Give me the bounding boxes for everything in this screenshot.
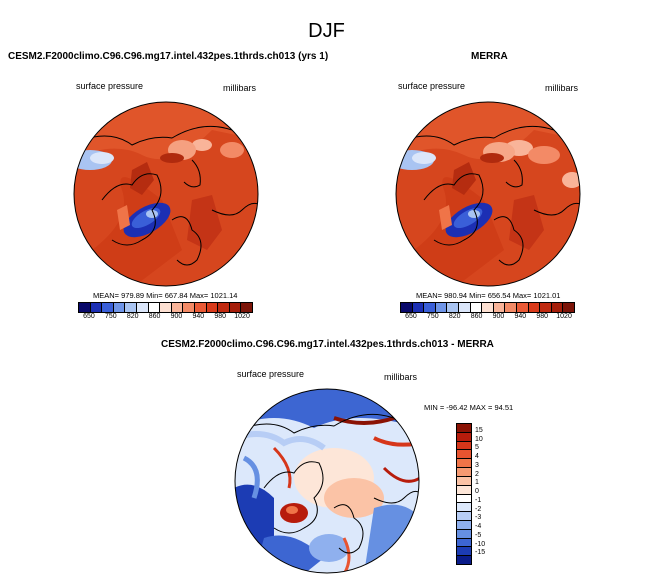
figure-title: DJF bbox=[308, 20, 345, 42]
panel1-colorbar-tick-label: 940 bbox=[192, 313, 205, 320]
panel2-colorbar-swatch bbox=[493, 303, 506, 312]
panel3-colorbar-tick-label: 3 bbox=[475, 461, 479, 469]
panel3-colorbar-swatch bbox=[457, 547, 471, 557]
panel3-colorbar-tick-label: -4 bbox=[475, 523, 482, 530]
panel2-colorbar-swatch bbox=[424, 303, 436, 312]
panel3-colorbar-tick-label: -1 bbox=[475, 496, 482, 504]
panel2-polar-map bbox=[395, 101, 581, 287]
panel3-stats: MIN = -96.42 MAX = 94.51 bbox=[424, 403, 514, 412]
panel3-colorbar-swatch bbox=[457, 459, 471, 469]
panel2-right-label: millibars bbox=[545, 83, 579, 93]
panel1-colorbar-tick-label: 900 bbox=[170, 313, 183, 320]
panel3-colorbar bbox=[456, 423, 472, 565]
panel1-colorbar-tick-label: 860 bbox=[148, 313, 161, 320]
panel3-colorbar-tick-label: -5 bbox=[475, 531, 482, 539]
panel1-colorbar-swatch bbox=[102, 303, 114, 312]
panel2-stats: MEAN= 980.94 Min= 656.54 Max= 1021.01 bbox=[416, 291, 561, 300]
panel2-colorbar-swatch bbox=[563, 303, 574, 312]
panel3-colorbar-swatch bbox=[457, 424, 471, 433]
panel2-colorbar-swatch bbox=[458, 303, 471, 312]
panel3-polar-map bbox=[234, 388, 420, 574]
panel1-colorbar-swatch bbox=[206, 303, 219, 312]
panel1-colorbar-tick-label: 1020 bbox=[234, 313, 250, 320]
panel1-colorbar-swatch bbox=[148, 303, 161, 312]
panel2-colorbar-swatch bbox=[505, 303, 517, 312]
panel2-colorbar-tick-label: 860 bbox=[470, 313, 483, 320]
panel3-colorbar-ticks: 15 10 5 4 3 2 1 0 -1 -2 -3 -4 -5 -10 -15 bbox=[475, 423, 499, 567]
panel2-colorbar-tick-label: 940 bbox=[514, 313, 527, 320]
panel2-colorbar-tick-label: 750 bbox=[426, 313, 439, 320]
panel3-colorbar-swatch bbox=[457, 494, 471, 504]
panel2-colorbar-swatch bbox=[516, 303, 529, 312]
panel3-colorbar-tick-label: 4 bbox=[475, 453, 479, 460]
panel3-colorbar-tick-label: 15 bbox=[475, 426, 483, 434]
panel1-colorbar-swatch bbox=[113, 303, 126, 312]
panel3-colorbar-swatch bbox=[457, 432, 471, 442]
panel2-colorbar-swatch bbox=[401, 303, 413, 312]
panel2-left-label: surface pressure bbox=[398, 81, 466, 91]
panel1-colorbar-swatch bbox=[183, 303, 195, 312]
panel1-colorbar-swatch bbox=[194, 303, 207, 312]
panel2-colorbar-swatch bbox=[551, 303, 564, 312]
panel1-colorbar-swatch bbox=[90, 303, 103, 312]
panel3-colorbar-swatch bbox=[457, 485, 471, 495]
panel2-colorbar-swatch bbox=[412, 303, 425, 312]
panel3-left-label: surface pressure bbox=[237, 369, 305, 379]
panel1-colorbar-swatch bbox=[136, 303, 149, 312]
panel3-colorbar-tick-label: 0 bbox=[475, 488, 479, 495]
panel1-colorbar: 650 750 820 860 900 940 980 1020 bbox=[78, 302, 253, 323]
panel2-colorbar-tick-label: 900 bbox=[492, 313, 505, 320]
panel1-colorbar-swatch bbox=[160, 303, 172, 312]
panel3-right-label: millibars bbox=[384, 372, 418, 382]
panel1-colorbar-swatch bbox=[229, 303, 242, 312]
panel3-colorbar-tick-label: -10 bbox=[475, 540, 486, 548]
panel2-colorbar-swatch bbox=[540, 303, 552, 312]
panel1-colorbar-tick-label: 980 bbox=[214, 313, 227, 320]
panel1-right-label: millibars bbox=[223, 83, 257, 93]
panel3-colorbar-swatch bbox=[457, 468, 471, 477]
panel3-colorbar-tick-label: -15 bbox=[475, 549, 486, 557]
panel1-colorbar-swatch bbox=[241, 303, 252, 312]
panel1-colorbar-swatch bbox=[79, 303, 91, 312]
panel3-colorbar-swatch bbox=[457, 520, 471, 530]
panel1-left-label: surface pressure bbox=[76, 81, 144, 91]
panel3-colorbar-swatch bbox=[457, 450, 471, 460]
panel1-stats: MEAN= 979.89 Min= 667.84 Max= 1021.14 bbox=[93, 291, 238, 300]
panel2-colorbar-swatch bbox=[528, 303, 541, 312]
panel3-colorbar-swatch bbox=[457, 503, 471, 513]
panel2-colorbar-tick-label: 980 bbox=[536, 313, 549, 320]
panel2-colorbar-tick-label: 820 bbox=[448, 313, 461, 320]
panel3-colorbar-tick-label: 5 bbox=[475, 444, 479, 452]
panel2-colorbar-swatch bbox=[447, 303, 459, 312]
panel2-colorbar-tick-label: 650 bbox=[405, 313, 417, 320]
panel3-colorbar-tick-label: 10 bbox=[475, 435, 483, 443]
panel3-colorbar-swatch bbox=[457, 512, 471, 521]
panel1-colorbar-swatch bbox=[171, 303, 184, 312]
panel3-colorbar-tick-label: 2 bbox=[475, 470, 479, 478]
panel3-title: CESM2.F2000climo.C96.C96.mg17.intel.432p… bbox=[161, 339, 494, 350]
panel2-title: MERRA bbox=[471, 51, 508, 62]
panel1-colorbar-tick-label: 820 bbox=[126, 313, 139, 320]
panel3-colorbar-swatch bbox=[457, 441, 471, 451]
panel1-title: CESM2.F2000climo.C96.C96.mg17.intel.432p… bbox=[8, 51, 329, 62]
panel1-colorbar-tick-label: 750 bbox=[104, 313, 117, 320]
panel3-colorbar-tick-label: -2 bbox=[475, 505, 482, 513]
panel3-colorbar-tick-label: 1 bbox=[475, 479, 479, 487]
panel1-colorbar-tick-label: 650 bbox=[83, 313, 95, 320]
panel1-colorbar-swatch bbox=[125, 303, 137, 312]
panel2-colorbar-swatch bbox=[470, 303, 483, 312]
panel2-colorbar-tick-label: 1020 bbox=[556, 313, 572, 320]
panel3-colorbar-tick-label: -3 bbox=[475, 514, 482, 522]
panel1-colorbar-swatch bbox=[218, 303, 230, 312]
panel2-colorbar: 650 750 820 860 900 940 980 1020 bbox=[400, 302, 575, 323]
panel3-colorbar-swatch bbox=[457, 556, 471, 564]
panel2-colorbar-swatch bbox=[435, 303, 448, 312]
panel2-colorbar-swatch bbox=[482, 303, 494, 312]
panel3-colorbar-swatch bbox=[457, 476, 471, 486]
panel3-colorbar-swatch bbox=[457, 538, 471, 548]
panel3-colorbar-swatch bbox=[457, 529, 471, 539]
panel1-polar-map bbox=[73, 101, 259, 287]
